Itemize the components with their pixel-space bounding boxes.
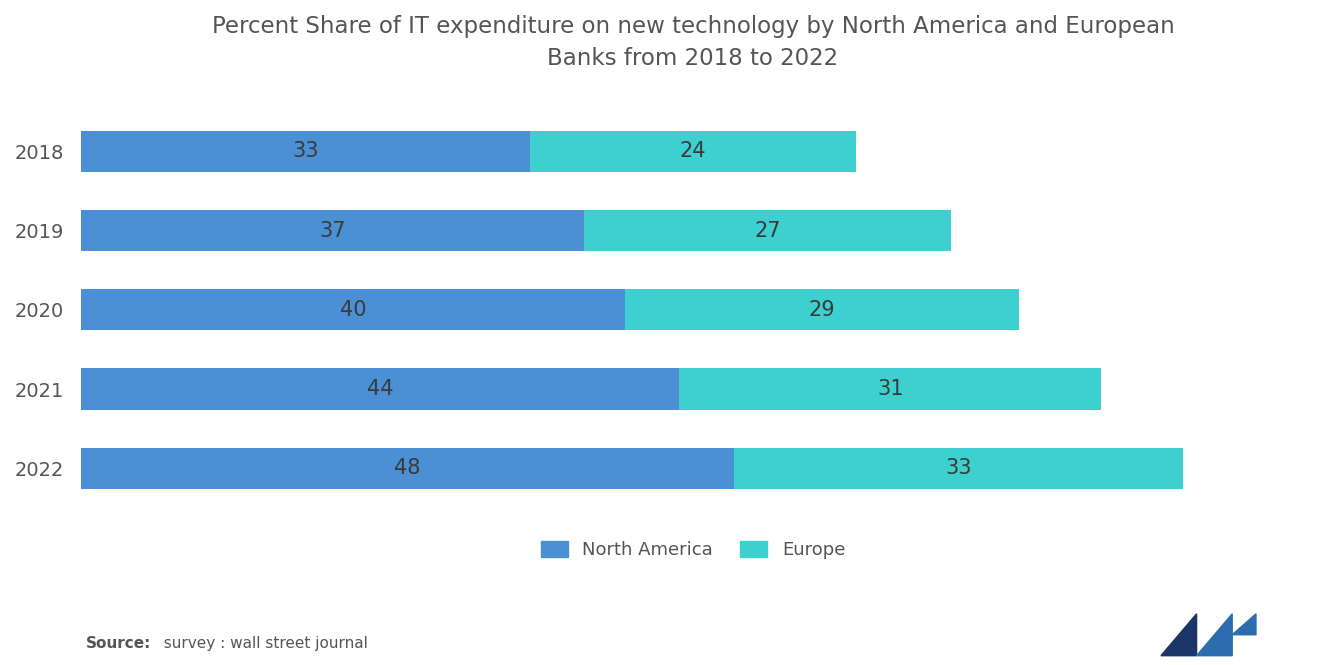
Bar [585, 210, 952, 251]
Polygon shape [1162, 614, 1196, 656]
Text: Source:: Source: [86, 636, 152, 652]
Text: 44: 44 [367, 379, 393, 399]
Polygon shape [1196, 614, 1233, 656]
Bar [81, 289, 626, 331]
Text: 33: 33 [945, 458, 972, 478]
Bar [81, 131, 529, 172]
Bar [81, 448, 734, 489]
Polygon shape [1233, 614, 1257, 634]
Text: 29: 29 [809, 300, 836, 320]
Text: 37: 37 [319, 221, 346, 241]
Text: 48: 48 [395, 458, 421, 478]
Text: survey : wall street journal: survey : wall street journal [154, 636, 368, 652]
Text: 33: 33 [292, 142, 318, 162]
Bar [529, 131, 857, 172]
Text: 31: 31 [876, 379, 903, 399]
Bar [626, 289, 1019, 331]
Bar [81, 368, 680, 410]
Text: 24: 24 [680, 142, 706, 162]
Bar [81, 210, 585, 251]
Text: 40: 40 [339, 300, 366, 320]
Bar [734, 448, 1183, 489]
Bar [680, 368, 1101, 410]
Legend: North America, Europe: North America, Europe [532, 532, 854, 569]
Title: Percent Share of IT expenditure on new technology by North America and European
: Percent Share of IT expenditure on new t… [211, 15, 1175, 70]
Text: 27: 27 [755, 221, 781, 241]
